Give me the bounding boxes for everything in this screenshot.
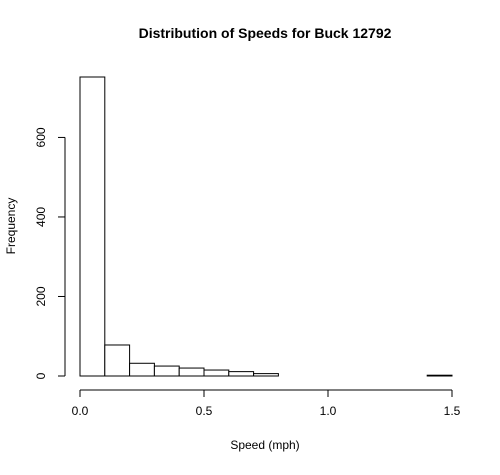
x-tick-label: 0.0: [72, 404, 89, 418]
x-axis: 0.0 0.5 1.0 1.5: [72, 389, 461, 418]
y-tick-label: 400: [34, 207, 48, 227]
histogram-bar: [178, 367, 205, 377]
histogram-bar: [203, 369, 230, 377]
chart-title: Distribution of Speeds for Buck 12792: [139, 25, 392, 41]
x-tick-label: 1.0: [320, 404, 337, 418]
x-tick-label: 1.5: [444, 404, 461, 418]
histogram-bar: [153, 365, 180, 377]
y-axis-label: Frequency: [4, 198, 18, 255]
histogram-bar: [79, 76, 106, 377]
x-tick-label: 0.5: [196, 404, 213, 418]
histogram-bar: [253, 373, 279, 377]
histogram-bar: [426, 374, 453, 377]
x-axis-label: Speed (mph): [230, 438, 299, 452]
histogram-bar: [228, 371, 255, 377]
histogram-bars: [79, 76, 453, 377]
y-tick-label: 600: [34, 127, 48, 147]
y-tick-label: 200: [34, 286, 48, 306]
y-tick-label: 0: [34, 372, 48, 379]
histogram-bar: [104, 344, 131, 377]
histogram-bar: [129, 362, 155, 377]
y-axis: 0 200 400 600: [34, 127, 66, 379]
